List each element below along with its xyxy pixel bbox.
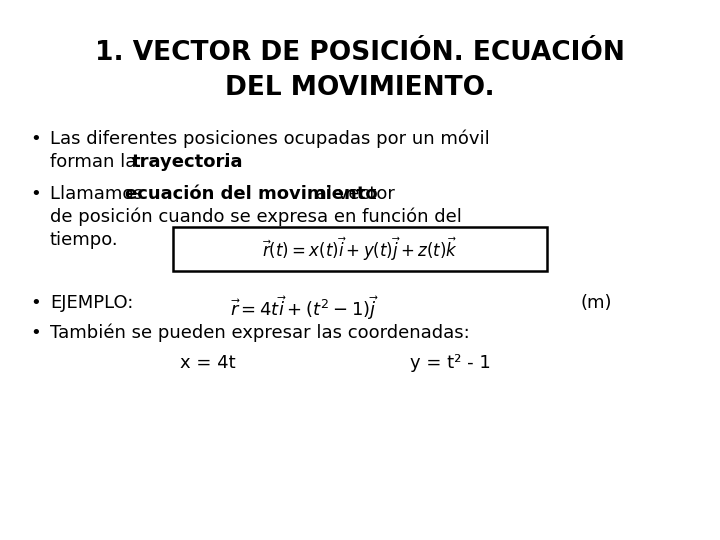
Text: EJEMPLO:: EJEMPLO: xyxy=(50,294,133,312)
Text: (m): (m) xyxy=(580,294,611,312)
Text: de posición cuando se expresa en función del: de posición cuando se expresa en función… xyxy=(50,208,462,226)
Text: •: • xyxy=(30,185,41,203)
Text: •: • xyxy=(30,294,41,312)
Text: ecuación del movimiento: ecuación del movimiento xyxy=(125,185,377,203)
Text: Llamamos: Llamamos xyxy=(50,185,148,203)
Text: .: . xyxy=(222,153,228,171)
Text: y = t² - 1: y = t² - 1 xyxy=(410,354,491,372)
Text: •: • xyxy=(30,130,41,148)
Text: Las diferentes posiciones ocupadas por un móvil: Las diferentes posiciones ocupadas por u… xyxy=(50,130,490,148)
Text: DEL MOVIMIENTO.: DEL MOVIMIENTO. xyxy=(225,75,495,101)
Text: $\vec{r} = 4t\vec{i} + (t^{2}-1)\vec{j}$: $\vec{r} = 4t\vec{i} + (t^{2}-1)\vec{j}$ xyxy=(230,294,379,322)
Text: forman la: forman la xyxy=(50,153,142,171)
Text: $\vec{r}(t) = x(t)\vec{i} + y(t)\vec{j} + z(t)\vec{k}$: $\vec{r}(t) = x(t)\vec{i} + y(t)\vec{j} … xyxy=(262,235,458,263)
Text: 1. VECTOR DE POSICIÓN. ECUACIÓN: 1. VECTOR DE POSICIÓN. ECUACIÓN xyxy=(95,40,625,66)
Text: tiempo.: tiempo. xyxy=(50,231,119,249)
Text: También se pueden expresar las coordenadas:: También se pueden expresar las coordenad… xyxy=(50,324,469,342)
Text: al vector: al vector xyxy=(310,185,395,203)
Text: •: • xyxy=(30,324,41,342)
FancyBboxPatch shape xyxy=(173,227,547,271)
Text: x = 4t: x = 4t xyxy=(180,354,235,372)
Text: trayectoria: trayectoria xyxy=(132,153,243,171)
